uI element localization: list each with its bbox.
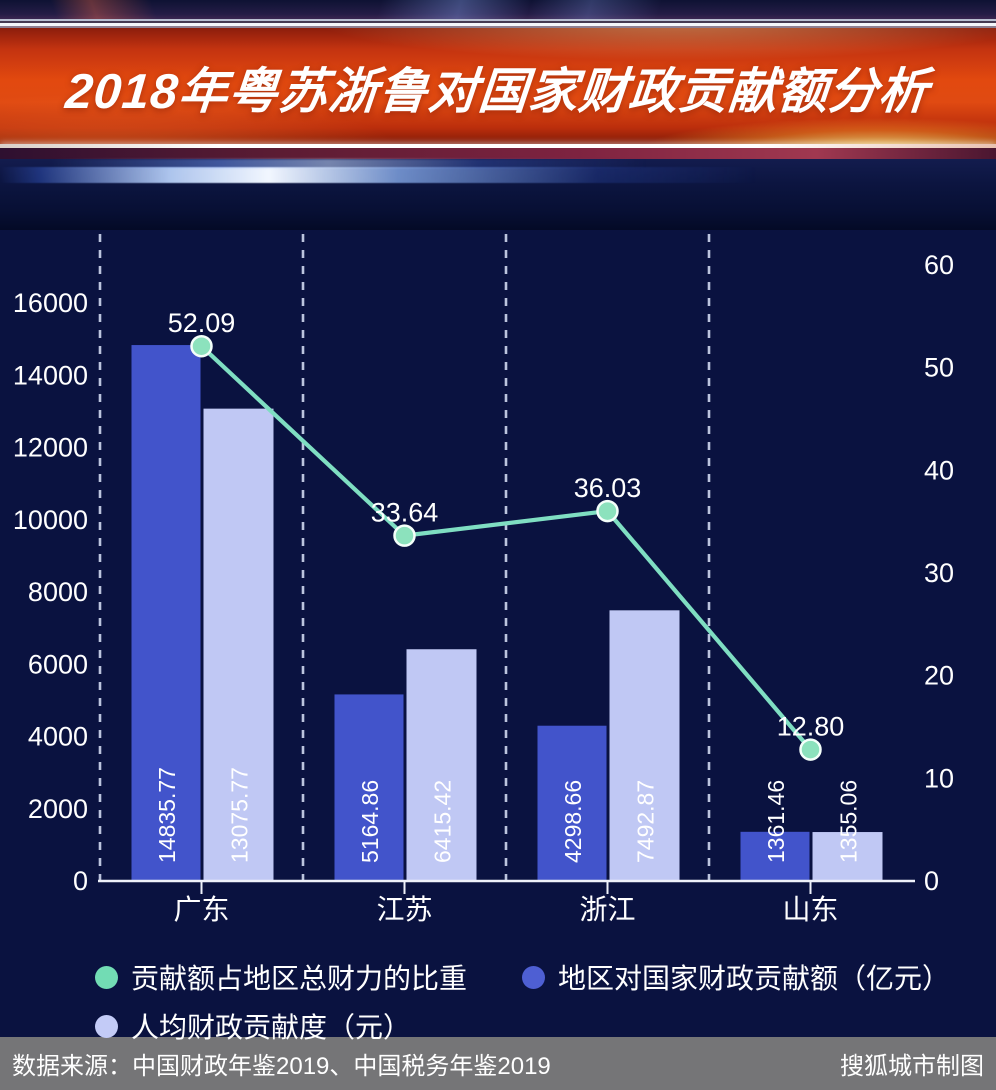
legend-item-percapita-bar: 人均财政贡献度（元）	[95, 1006, 411, 1046]
right-axis-tick-label: 60	[924, 250, 954, 280]
category-label: 山东	[782, 894, 838, 925]
bar-value-label: 1361.46	[763, 780, 789, 863]
bar	[131, 345, 201, 881]
bar	[609, 610, 680, 881]
page-title: 2018年粤苏浙鲁对国家财政贡献额分析	[63, 64, 932, 119]
right-axis-tick-label: 50	[924, 353, 954, 383]
bar-value-label: 6415.42	[430, 780, 456, 863]
legend-dot-teal-icon	[95, 965, 118, 989]
combo-chart: 0 2000 4000 6000 8000 10000 12000 14000 16000 0 10…	[13, 234, 954, 925]
left-axis-tick-label: 4000	[28, 722, 88, 752]
line-value-label: 36.03	[574, 473, 642, 503]
left-axis-tick-label: 0	[73, 866, 88, 896]
bar	[203, 408, 274, 881]
bar-value-label: 4298.66	[560, 780, 586, 863]
legend-dot-blue-icon	[522, 965, 546, 989]
bar	[406, 649, 477, 881]
line-marker	[190, 334, 213, 358]
bar	[812, 832, 883, 881]
bar-value-label: 7492.87	[633, 780, 659, 863]
legend-label: 贡献额占地区总财力的比重	[131, 963, 468, 994]
legend-dot-lavender-icon	[95, 1014, 118, 1038]
chart-area: 0 2000 4000 6000 8000 10000 12000 14000 16000 0 10…	[0, 230, 996, 935]
right-axis-tick-label: 30	[924, 558, 954, 588]
banner-divider-line	[0, 144, 996, 148]
left-axis-tick-label: 10000	[13, 505, 88, 535]
legend-item-line-series: 贡献额占地区总财力的比重	[95, 957, 467, 997]
legend-row: 贡献额占地区总财力的比重 地区对国家财政贡献额（亿元）	[95, 957, 996, 997]
legend-label: 人均财政贡献度（元）	[131, 1012, 412, 1043]
right-axis-tick-label: 40	[924, 455, 954, 485]
banner-bottom-glow	[0, 159, 996, 230]
left-axis-tick-label: 8000	[28, 577, 88, 607]
banner-red-band: 2018年粤苏浙鲁对国家财政贡献额分析	[0, 28, 996, 144]
header-banner: 2018年粤苏浙鲁对国家财政贡献额分析	[0, 0, 996, 230]
line-value-label: 52.09	[168, 308, 236, 338]
credit-text: 搜狐城市制图	[840, 1053, 984, 1080]
legend-row: 人均财政贡献度（元）	[95, 1006, 996, 1046]
line-marker	[393, 524, 416, 547]
category-label: 广东	[173, 894, 229, 925]
right-axis-tick-label: 0	[924, 866, 939, 896]
chart-legend: 贡献额占地区总财力的比重 地区对国家财政贡献额（亿元） 人均财政贡献度（元）	[0, 935, 996, 1043]
category-label: 浙江	[579, 894, 635, 925]
bar-value-label: 13075.77	[227, 767, 253, 863]
right-axis-tick-label: 10	[924, 763, 954, 793]
category-label: 江苏	[376, 894, 432, 925]
bar	[334, 694, 404, 881]
legend-label: 地区对国家财政贡献额（亿元）	[558, 963, 951, 994]
left-axis-tick-label: 16000	[13, 288, 88, 318]
right-axis-tick-label: 20	[924, 661, 954, 691]
line-series	[199, 344, 813, 752]
left-axis-tick-label: 14000	[13, 360, 88, 390]
bar-value-label: 1355.06	[836, 780, 862, 863]
left-axis-tick-label: 6000	[28, 649, 88, 679]
line-marker	[799, 738, 822, 761]
bar	[537, 725, 607, 881]
line-marker	[596, 499, 619, 523]
line-value-label: 33.64	[371, 498, 439, 528]
line-value-label: 12.80	[777, 712, 845, 742]
footer-bar: 数据来源：中国财政年鉴2019、中国税务年鉴2019 搜狐城市制图	[0, 1037, 996, 1090]
left-axis-tick-label: 2000	[28, 794, 88, 824]
data-source-text: 数据来源：中国财政年鉴2019、中国税务年鉴2019	[12, 1053, 551, 1080]
left-axis-tick-label: 12000	[13, 433, 88, 463]
bar	[740, 831, 810, 881]
bar-value-label: 5164.86	[357, 780, 383, 863]
bar-value-label: 14835.77	[154, 767, 180, 863]
banner-maroon-band	[0, 148, 996, 159]
legend-item-contribution-bar: 地区对国家财政贡献额（亿元）	[522, 957, 950, 997]
banner-silver-lines	[0, 19, 996, 28]
